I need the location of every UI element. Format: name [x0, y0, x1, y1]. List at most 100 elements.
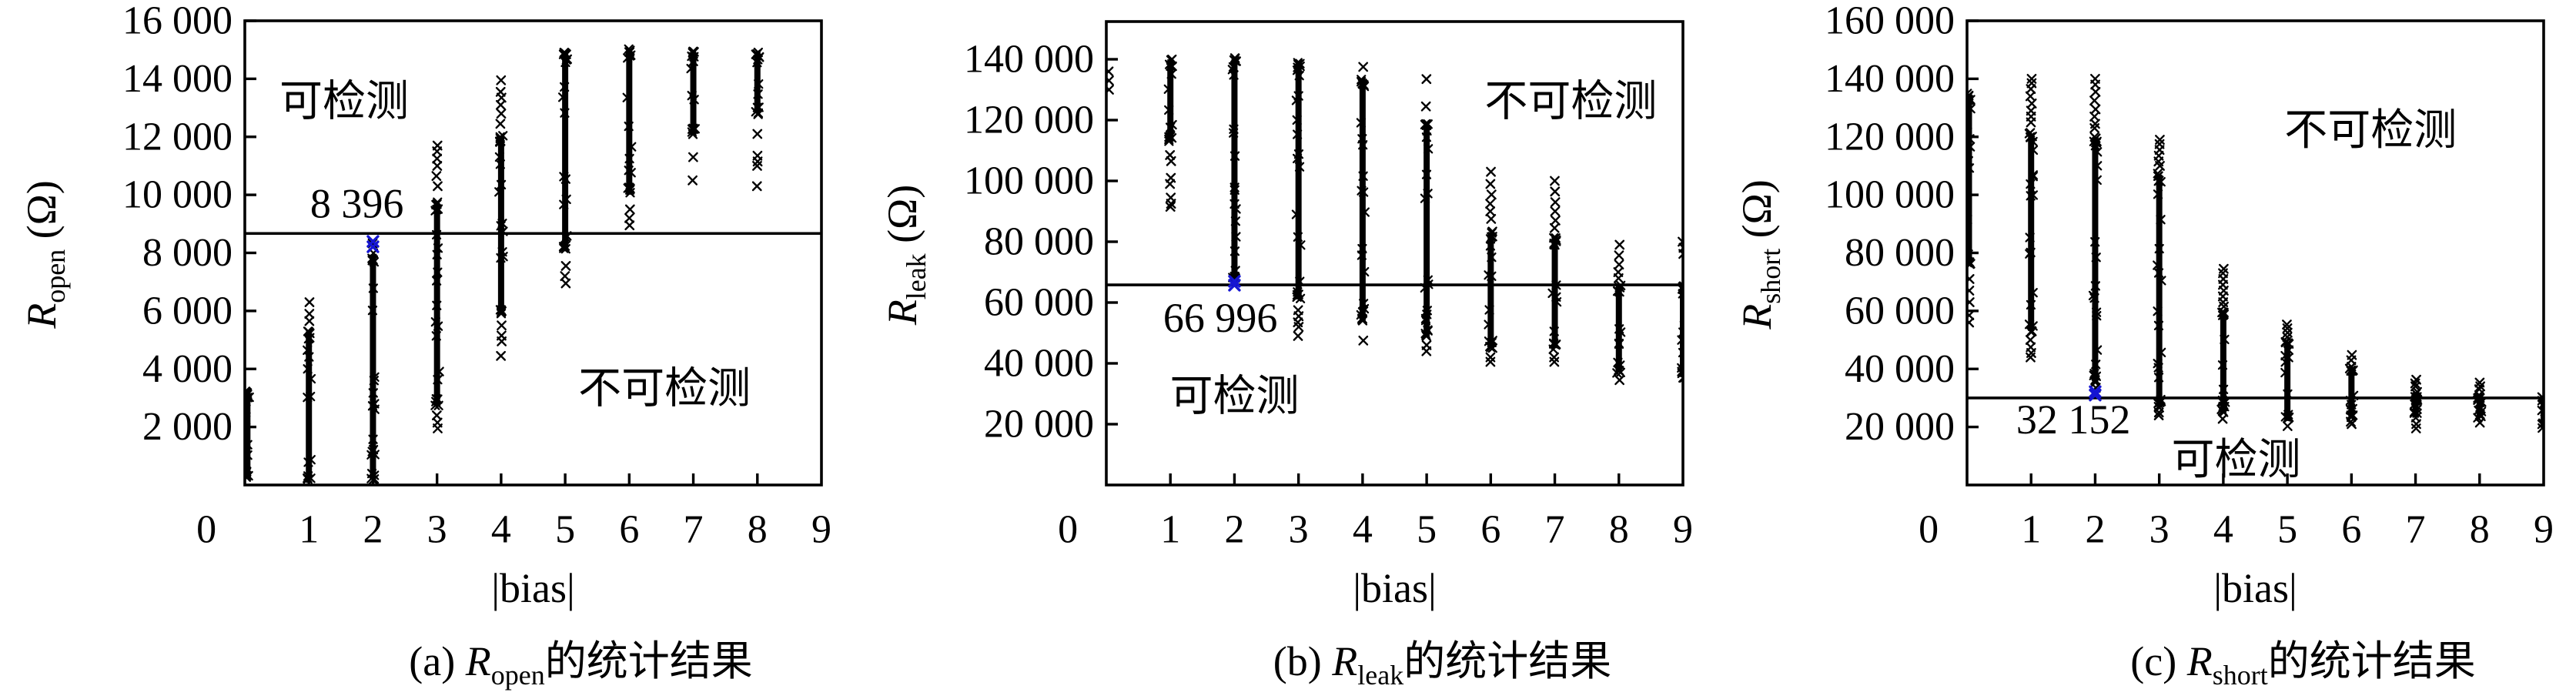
- x-tick-label: 7: [2406, 508, 2426, 552]
- outlier-x-marker: [2411, 374, 2421, 385]
- highlighted-blue-x-marker: [366, 240, 380, 253]
- x-marker: [754, 79, 764, 89]
- x-marker: [2219, 309, 2229, 319]
- outlier-x-marker: [2474, 417, 2485, 428]
- y-axis-title: Rleak (Ω): [879, 185, 932, 326]
- x-marker: [1485, 241, 1496, 251]
- scatter-column-bias-0.03: [1106, 66, 1114, 95]
- x-marker: [2220, 334, 2230, 345]
- x-marker: [1551, 339, 1561, 350]
- x-tick-label: 3: [427, 508, 447, 552]
- outlier-x-marker: [1420, 101, 1431, 112]
- x-marker: [1615, 367, 1626, 377]
- x-tick-label: 3: [2149, 508, 2170, 552]
- x-marker: [1231, 232, 1241, 242]
- x-marker: [1164, 105, 1174, 115]
- x-marker: [689, 95, 699, 105]
- y-axis-title: Rshort (Ω): [1734, 179, 1786, 330]
- x-marker: [2153, 169, 2163, 179]
- region-label: 可检测: [279, 79, 409, 126]
- outlier-x-marker: [2218, 263, 2229, 274]
- x-marker: [560, 174, 571, 184]
- x-marker: [2280, 367, 2290, 378]
- x-marker: [1166, 61, 1176, 71]
- outlier-x-marker: [624, 204, 635, 215]
- x-marker: [1967, 107, 1972, 117]
- x-marker: [1360, 207, 1370, 217]
- x-marker: [2154, 243, 2164, 254]
- outlier-x-marker: [2347, 419, 2357, 430]
- x-tick-label: 7: [1545, 508, 1565, 552]
- dense-column-bar: [2028, 134, 2035, 332]
- region-label: 不可检测: [1484, 78, 1657, 125]
- x-marker: [622, 92, 632, 102]
- outlier-x-marker: [1485, 352, 1496, 363]
- x-marker: [559, 199, 569, 209]
- dense-column-bar: [1167, 59, 1174, 142]
- x-marker: [368, 445, 379, 455]
- x-marker: [494, 152, 505, 162]
- x-axis-title: |bias|: [2213, 565, 2297, 611]
- x-marker: [560, 108, 570, 118]
- outlier-x-marker: [1106, 66, 1114, 77]
- outlier-x-marker: [1358, 335, 1369, 346]
- outlier-x-marker: [1967, 310, 1975, 320]
- x-marker: [1358, 140, 1368, 150]
- outlier-x-marker: [432, 140, 443, 151]
- x-marker: [2092, 175, 2102, 186]
- y-tick-label: 20 000: [1845, 405, 1955, 449]
- x-tick-label: 4: [1353, 508, 1373, 552]
- x-marker: [2089, 369, 2099, 379]
- x-marker: [623, 53, 633, 63]
- x-marker: [1487, 336, 1497, 346]
- x-marker: [1227, 65, 1237, 75]
- scatter-column-bias-3: [430, 140, 444, 433]
- x-marker: [303, 393, 313, 403]
- x-marker: [2026, 191, 2036, 201]
- x-marker: [2026, 299, 2036, 310]
- outlier-x-marker: [1293, 331, 1303, 341]
- subplot-caption: (b) Rleak的统计结果: [1273, 638, 1611, 691]
- dense-column-bar: [1295, 61, 1302, 300]
- outlier-x-marker: [2153, 407, 2164, 418]
- x-marker: [2218, 384, 2229, 394]
- outlier-x-marker: [1486, 213, 1497, 224]
- scatter-column-bias-8: [1612, 239, 1626, 386]
- outlier-x-marker: [304, 309, 315, 319]
- x-marker: [1423, 325, 1433, 335]
- x-marker: [367, 256, 377, 266]
- x-marker: [688, 56, 698, 66]
- x-marker: [433, 321, 443, 331]
- x-marker: [2028, 288, 2038, 298]
- dense-column-bar: [562, 52, 569, 252]
- x-marker: [561, 232, 571, 242]
- x-marker: [1231, 56, 1242, 66]
- outlier-x-marker: [496, 350, 507, 361]
- x-marker: [2092, 310, 2102, 321]
- x-marker: [1357, 307, 1368, 317]
- x-marker: [1420, 193, 1430, 203]
- outlier-x-marker: [2025, 91, 2036, 102]
- x-marker: [624, 185, 635, 195]
- dense-column-bar: [306, 331, 313, 480]
- x-tick-label: 4: [2213, 508, 2233, 552]
- dense-column-bar: [2156, 174, 2163, 407]
- x-tick-label: 5: [2277, 508, 2297, 552]
- x-marker: [1357, 316, 1368, 326]
- x-marker: [368, 388, 378, 398]
- x-marker: [303, 326, 313, 336]
- outlier-x-marker: [2474, 377, 2485, 388]
- plot-frame: [1105, 20, 1684, 487]
- x-marker: [2091, 133, 2101, 143]
- outlier-x-marker: [1550, 176, 1560, 186]
- x-marker: [1293, 149, 1304, 159]
- outlier-x-marker: [1967, 286, 1975, 296]
- outlier-x-marker: [433, 181, 443, 192]
- subplot-caption: (a) Ropen的统计结果: [409, 638, 752, 691]
- outlier-x-marker: [304, 316, 315, 326]
- x-marker: [2153, 306, 2163, 316]
- outlier-x-marker: [432, 153, 443, 164]
- outlier-x-marker: [1106, 75, 1114, 86]
